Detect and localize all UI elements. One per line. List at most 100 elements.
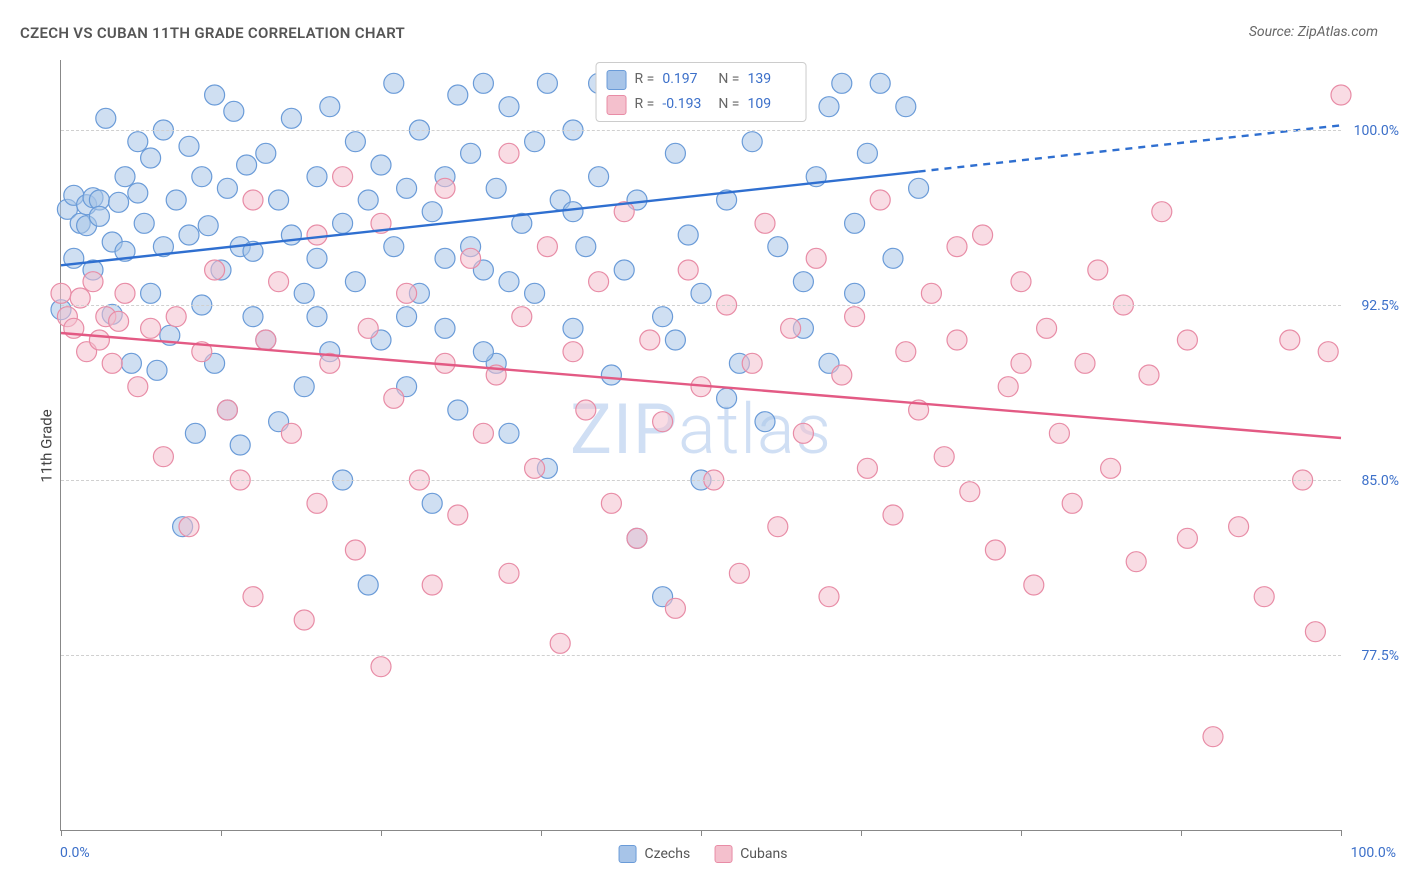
scatter-point xyxy=(307,167,327,187)
scatter-point xyxy=(537,237,557,257)
chart-container: CZECH VS CUBAN 11TH GRADE CORRELATION CH… xyxy=(0,0,1406,892)
scatter-point xyxy=(768,517,788,537)
stats-legend-row: R =-0.193N =109 xyxy=(607,92,796,117)
x-tick xyxy=(1021,830,1022,836)
scatter-point xyxy=(563,318,583,338)
scatter-point xyxy=(269,190,289,210)
scatter-point xyxy=(422,493,442,513)
scatter-point xyxy=(550,633,570,653)
x-tick xyxy=(61,830,62,836)
scatter-point xyxy=(422,202,442,222)
scatter-point xyxy=(166,190,186,210)
stats-legend: R =0.197N =139R =-0.193N =109 xyxy=(596,62,807,122)
scatter-point xyxy=(665,330,685,350)
scatter-point xyxy=(141,318,161,338)
scatter-point xyxy=(96,108,116,128)
scatter-point xyxy=(333,167,353,187)
stat-r-label: R = xyxy=(635,67,655,92)
scatter-point xyxy=(166,307,186,327)
scatter-point xyxy=(435,248,455,268)
series-legend: Czechs Cubans xyxy=(619,845,788,863)
legend-swatch-icon xyxy=(619,845,637,863)
scatter-point xyxy=(601,365,621,385)
scatter-point xyxy=(294,283,314,303)
scatter-point xyxy=(128,183,148,203)
scatter-point xyxy=(1101,458,1121,478)
scatter-point xyxy=(179,136,199,156)
scatter-point xyxy=(109,192,129,212)
scatter-point xyxy=(499,423,519,443)
scatter-point xyxy=(589,167,609,187)
scatter-point xyxy=(1011,353,1031,373)
scatter-point xyxy=(486,178,506,198)
scatter-point xyxy=(307,248,327,268)
scatter-point xyxy=(345,540,365,560)
scatter-point xyxy=(89,330,109,350)
scatter-point xyxy=(1305,622,1325,642)
scatter-point xyxy=(755,412,775,432)
scatter-point xyxy=(51,283,71,303)
scatter-point xyxy=(243,190,263,210)
scatter-point xyxy=(845,283,865,303)
y-tick-label: 77.5% xyxy=(1361,648,1399,664)
legend-item: Cubans xyxy=(714,845,787,863)
grid-line: 100.0% xyxy=(61,130,1341,131)
x-tick xyxy=(381,830,382,836)
x-tick xyxy=(1181,830,1182,836)
scatter-point xyxy=(499,563,519,583)
scatter-point xyxy=(589,272,609,292)
chart-title: CZECH VS CUBAN 11TH GRADE CORRELATION CH… xyxy=(20,24,405,42)
scatter-point xyxy=(870,73,890,93)
scatter-point xyxy=(269,272,289,292)
scatter-point xyxy=(1024,575,1044,595)
scatter-point xyxy=(883,505,903,525)
y-tick-label: 100.0% xyxy=(1354,123,1399,139)
scatter-point xyxy=(358,575,378,595)
scatter-point xyxy=(755,213,775,233)
legend-swatch-icon xyxy=(607,95,627,115)
scatter-point xyxy=(1152,202,1172,222)
scatter-point xyxy=(678,225,698,245)
scatter-point xyxy=(768,237,788,257)
scatter-point xyxy=(1229,517,1249,537)
scatter-point xyxy=(384,388,404,408)
scatter-point xyxy=(678,260,698,280)
scatter-point xyxy=(217,400,237,420)
scatter-point xyxy=(83,272,103,292)
scatter-point xyxy=(845,213,865,233)
scatter-point xyxy=(141,148,161,168)
y-tick-label: 92.5% xyxy=(1361,298,1399,314)
plot-svg xyxy=(61,60,1341,830)
scatter-point xyxy=(1203,727,1223,747)
scatter-point xyxy=(793,423,813,443)
scatter-point xyxy=(1126,552,1146,572)
scatter-point xyxy=(1177,330,1197,350)
scatter-point xyxy=(563,202,583,222)
x-axis-max-label: 100.0% xyxy=(1351,845,1396,861)
scatter-point xyxy=(627,528,647,548)
scatter-point xyxy=(1049,423,1069,443)
scatter-point xyxy=(499,272,519,292)
scatter-point xyxy=(307,493,327,513)
scatter-point xyxy=(781,318,801,338)
scatter-point xyxy=(224,101,244,121)
scatter-point xyxy=(281,108,301,128)
scatter-point xyxy=(499,143,519,163)
scatter-point xyxy=(717,388,737,408)
scatter-point xyxy=(1318,342,1338,362)
scatter-point xyxy=(845,307,865,327)
y-axis-label: 11th Grade xyxy=(38,409,56,482)
x-tick xyxy=(541,830,542,836)
scatter-point xyxy=(134,213,154,233)
scatter-point xyxy=(397,178,417,198)
scatter-point xyxy=(665,598,685,618)
legend-label: Czechs xyxy=(645,846,691,862)
scatter-point xyxy=(742,353,762,373)
stat-r-value: -0.193 xyxy=(662,92,710,117)
scatter-point xyxy=(243,307,263,327)
scatter-point xyxy=(857,458,877,478)
scatter-point xyxy=(294,377,314,397)
scatter-point xyxy=(985,540,1005,560)
scatter-point xyxy=(115,167,135,187)
scatter-point xyxy=(461,248,481,268)
